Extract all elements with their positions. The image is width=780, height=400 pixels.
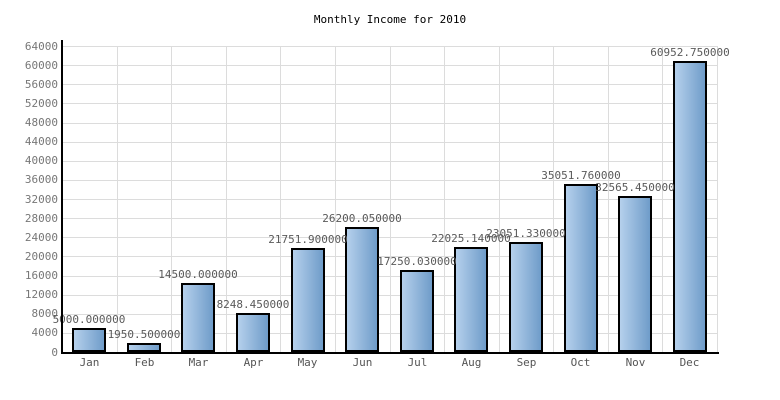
v-gridline (335, 46, 336, 352)
bar-Oct (564, 184, 598, 352)
x-tick-label-Apr: Apr (243, 356, 264, 369)
v-gridline (280, 46, 281, 352)
x-tick-label-May: May (297, 356, 318, 369)
bar-Dec (673, 61, 707, 352)
h-gridline (62, 84, 717, 85)
h-gridline (62, 103, 717, 104)
v-gridline (390, 46, 391, 352)
y-tick-label: 20000 (24, 249, 58, 263)
y-tick-label: 64000 (24, 39, 58, 53)
y-tick-label: 32000 (24, 192, 58, 206)
y-tick-label: 52000 (24, 96, 58, 110)
h-gridline (62, 256, 717, 257)
v-gridline (717, 46, 718, 352)
v-gridline (608, 46, 609, 352)
x-tick-label-Jun: Jun (352, 356, 373, 369)
x-tick-label-Aug: Aug (461, 356, 482, 369)
bar-value-label: 1950.500000 (107, 328, 181, 341)
bar-value-label: 32565.450000 (595, 181, 675, 194)
x-tick-label-Mar: Mar (188, 356, 209, 369)
bar-Jun (345, 227, 379, 352)
bar-Apr (236, 313, 270, 352)
y-tick-label: 56000 (24, 77, 58, 91)
h-gridline (62, 142, 717, 143)
x-tick-label-Jan: Jan (79, 356, 100, 369)
x-tick-label-Oct: Oct (570, 356, 591, 369)
bar-Sep (509, 242, 543, 352)
v-gridline (171, 46, 172, 352)
v-gridline (662, 46, 663, 352)
bar-value-label: 60952.750000 (650, 46, 730, 59)
bar-value-label: 17250.030000 (377, 255, 457, 268)
h-gridline (62, 276, 717, 277)
y-tick-label: 16000 (24, 269, 58, 282)
y-tick-label: 24000 (24, 230, 58, 244)
h-gridline (62, 123, 717, 124)
y-tick-label: 60000 (24, 58, 58, 72)
x-tick-label-Dec: Dec (679, 356, 700, 369)
bar-Jul (400, 270, 434, 352)
h-gridline (62, 46, 717, 47)
bar-Jan (72, 328, 106, 352)
x-axis-line (61, 352, 719, 354)
x-tick-label-Sep: Sep (516, 356, 537, 369)
y-tick-label: 48000 (24, 116, 58, 129)
y-tick-label: 36000 (24, 173, 58, 187)
bar-value-label: 26200.050000 (322, 212, 402, 225)
h-gridline (62, 314, 717, 315)
y-tick-label: 0 (51, 345, 58, 359)
v-gridline (226, 46, 227, 352)
x-tick-label-Feb: Feb (134, 356, 155, 369)
h-gridline (62, 65, 717, 66)
chart-title: Monthly Income for 2010 (313, 13, 467, 26)
y-tick-label: 44000 (24, 135, 58, 149)
bar-value-label: 23051.330000 (486, 227, 566, 240)
v-gridline (444, 46, 445, 352)
y-axis-line (61, 40, 63, 354)
bar-value-label: 5000.000000 (52, 313, 126, 326)
h-gridline (62, 161, 717, 162)
bar-value-label: 14500.000000 (158, 268, 238, 281)
x-tick-label-Nov: Nov (625, 356, 646, 369)
h-gridline (62, 218, 717, 219)
bar-Feb (127, 343, 161, 352)
bar-May (291, 248, 325, 352)
y-tick-label: 28000 (24, 211, 58, 225)
y-tick-label: 8000 (31, 307, 59, 321)
y-tick-label: 4000 (31, 326, 59, 340)
h-gridline (62, 199, 717, 200)
h-gridline (62, 180, 717, 181)
h-gridline (62, 237, 717, 238)
bar-value-label: 8248.450000 (216, 298, 290, 311)
y-tick-label: 40000 (24, 154, 58, 168)
x-tick-label-Jul: Jul (407, 356, 428, 369)
v-gridline (553, 46, 554, 352)
bar-Nov (618, 196, 652, 352)
h-gridline (62, 295, 717, 296)
bar-Mar (181, 283, 215, 352)
bar-value-label: 21751.900000 (268, 233, 348, 246)
bar-value-label: 22025.140000 (431, 232, 511, 245)
bar-Aug (454, 247, 488, 352)
y-tick-label: 12000 (24, 288, 58, 302)
v-gridline (117, 46, 118, 352)
bar-value-label: 35051.760000 (541, 169, 621, 182)
h-gridline (62, 333, 717, 334)
v-gridline (499, 46, 500, 352)
